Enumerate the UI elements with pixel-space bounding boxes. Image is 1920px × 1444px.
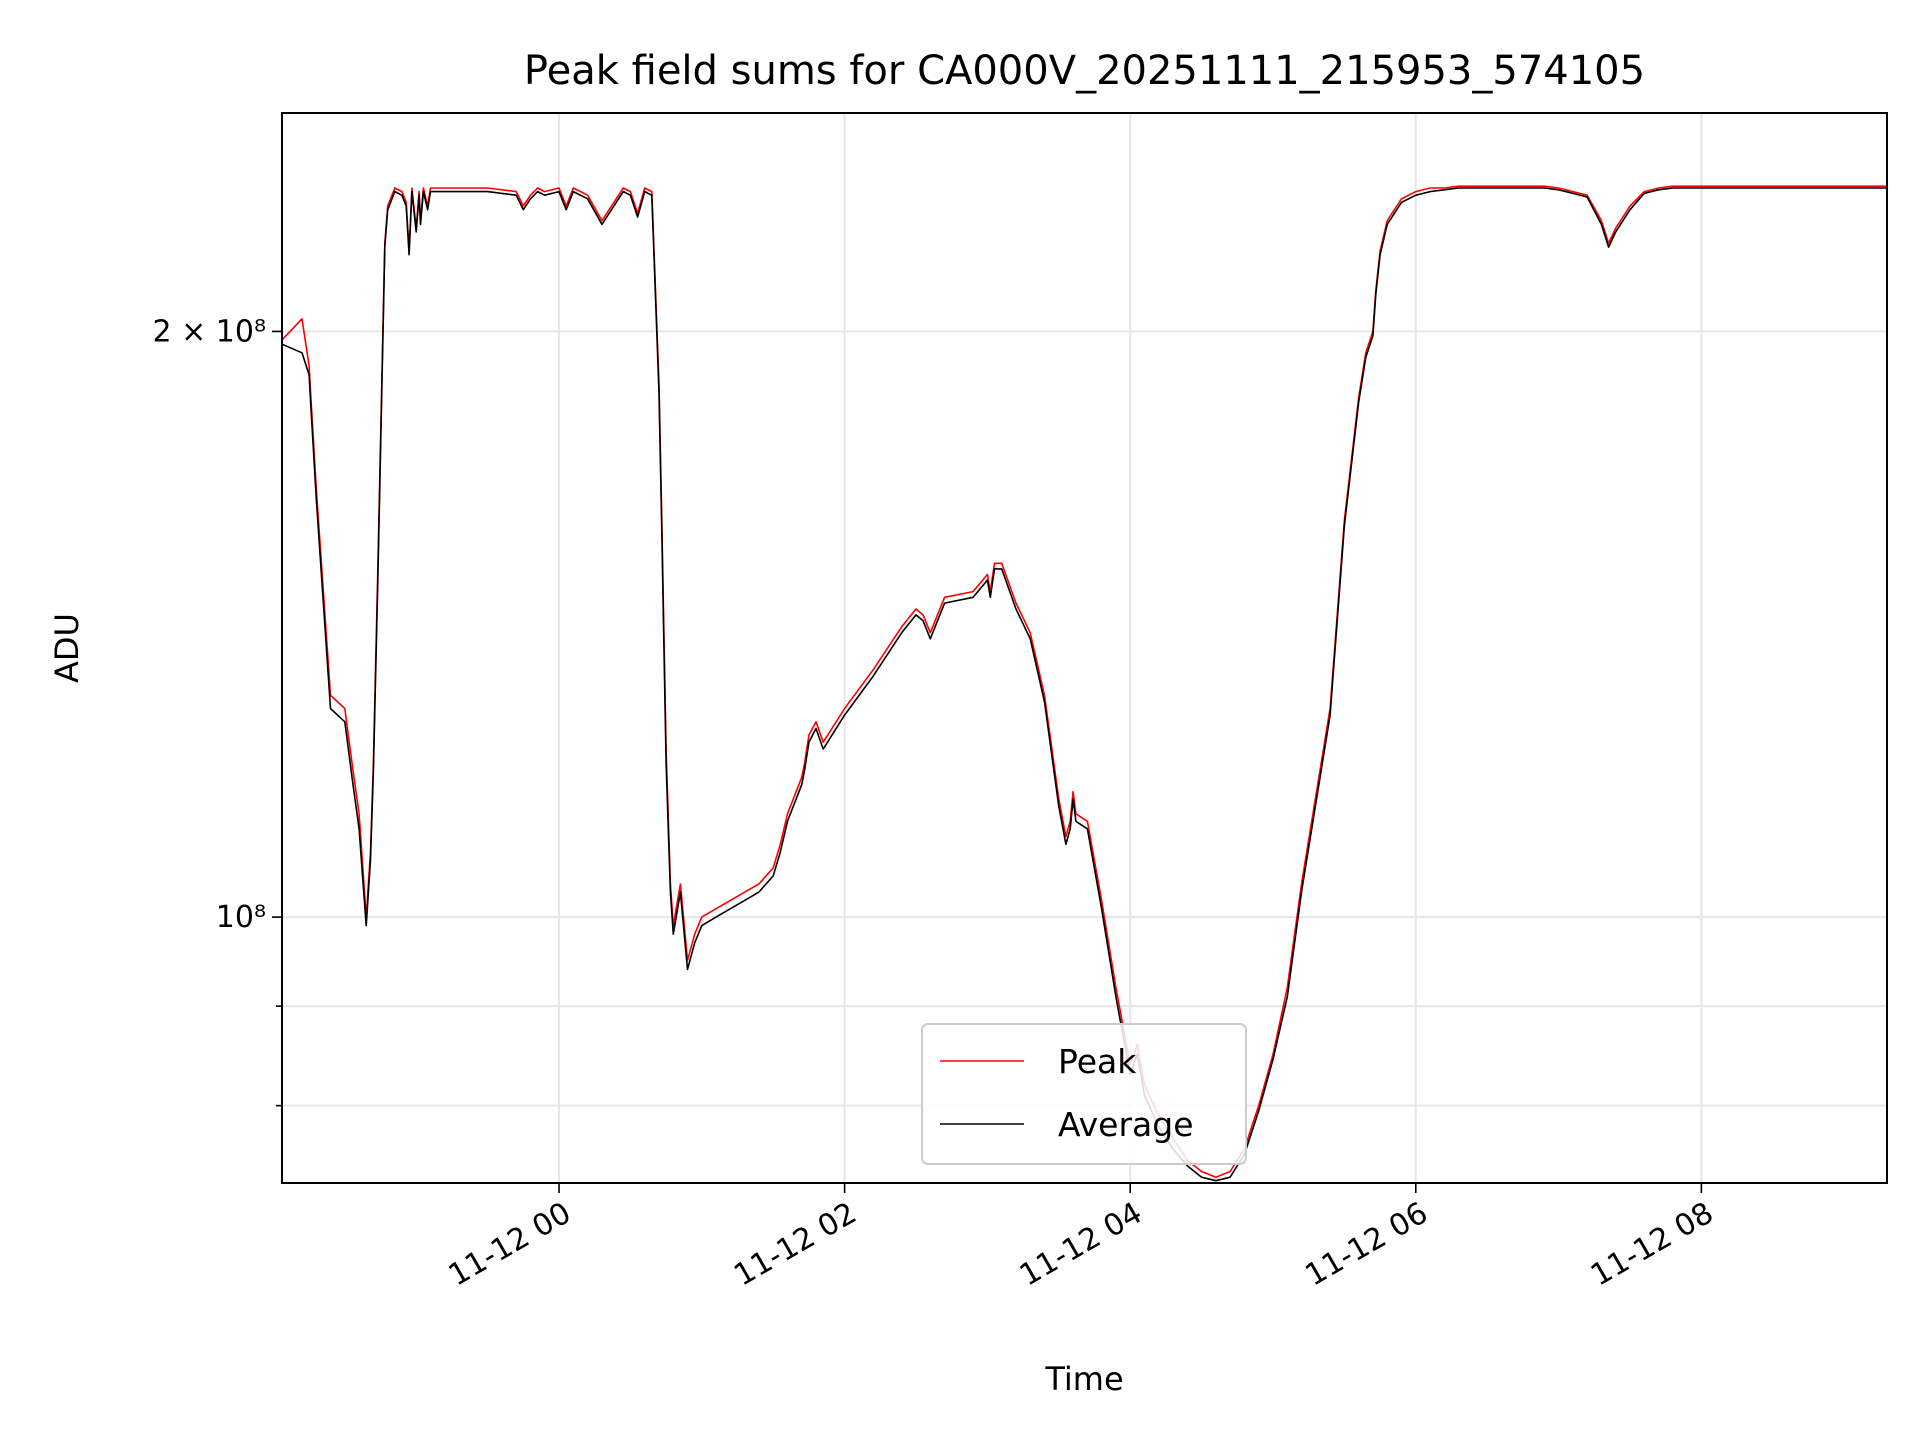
legend-box: [921, 1023, 1247, 1165]
y-axis-label: ADU: [48, 613, 86, 683]
legend: Peak Average: [921, 1023, 1247, 1165]
x-axis-label: Time: [1044, 1360, 1123, 1398]
series-line-average: [281, 187, 1887, 1182]
legend-label-peak: Peak: [1058, 1042, 1137, 1081]
series-layer: [281, 185, 1887, 1182]
y-tick-label: 10⁸: [216, 900, 266, 935]
y-tick-label: 2 × 10⁸: [153, 314, 267, 349]
chart-title: Peak field sums for CA000V_20251111_2159…: [524, 48, 1645, 94]
plot-frame: [281, 112, 1888, 1184]
legend-label-average: Average: [1058, 1105, 1194, 1144]
